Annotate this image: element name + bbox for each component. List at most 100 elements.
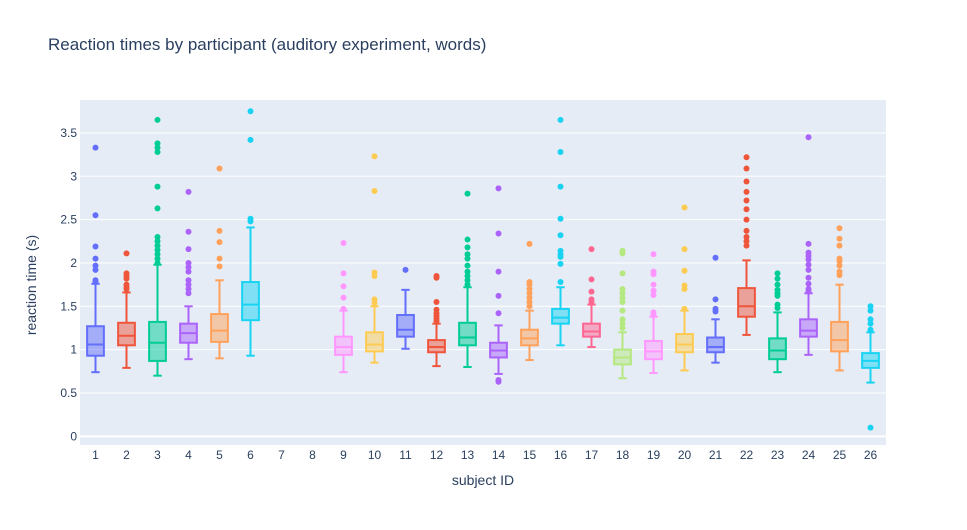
box-iqr [86,325,105,357]
x-tick-label: 26 [864,448,878,462]
x-tick-label: 16 [554,448,568,462]
outlier-point [154,246,161,253]
outlier-point [743,227,750,234]
x-tick-label: 23 [771,448,785,462]
outlier-point [681,282,688,289]
outlier-point [836,225,843,232]
outlier-point [619,290,626,297]
box-subject-18 [613,247,632,380]
outlier-point [92,243,99,250]
outlier-point [154,116,161,123]
box-subject-13 [458,190,477,368]
outlier-point [433,272,440,279]
outlier-point [743,188,750,195]
y-axis-ticks: 0 0.5 1 1.5 2 2.5 3 3.5 [60,126,77,443]
box-iqr [365,331,384,353]
outlier-point [154,149,161,156]
outlier-point [805,274,812,281]
outlier-point [588,246,595,253]
outlier-point [774,270,781,277]
outlier-point [526,290,533,297]
x-tick-label: 9 [340,448,347,462]
outlier-point [619,285,626,292]
outlier-point [154,205,161,212]
box-iqr [334,335,353,356]
outlier-point [433,306,440,313]
outlier-point [464,272,471,279]
outlier-point [526,279,533,286]
outlier-point [619,324,626,331]
outlier-point [619,320,626,327]
outlier-point [712,254,719,261]
outlier-point [681,267,688,274]
x-tick-label: 7 [278,448,285,462]
x-tick-label: 15 [523,448,537,462]
outlier-point [123,281,130,288]
x-tick-label: 2 [123,448,130,462]
box-subject-20 [675,204,694,372]
outlier-point [185,228,192,235]
outlier-point [805,266,812,273]
outlier-point [805,280,812,287]
x-tick-label: 18 [616,448,630,462]
outlier-point [216,239,223,246]
box-subject-12 [427,272,446,368]
outlier-point [650,281,657,288]
outlier-point [340,270,347,277]
outlier-point [650,292,657,299]
y-tick-label: 2 [70,256,77,270]
y-tick-label: 2.5 [60,213,77,227]
y-tick-label: 3 [70,169,77,183]
outlier-point [154,242,161,249]
box-subject-22 [737,154,756,336]
outlier-point [557,279,564,286]
box-subject-9 [334,240,353,374]
outlier-point [650,309,657,316]
outlier-point [464,262,471,269]
x-tick-label: 5 [216,448,223,462]
outlier-point [774,281,781,288]
box-subject-21 [706,254,725,364]
outlier-point [154,255,161,262]
outlier-point [836,242,843,249]
box-subject-6 [241,108,260,357]
outlier-point [495,230,502,237]
box-iqr [210,313,229,343]
x-tick-label: 14 [492,448,506,462]
outlier-point [743,216,750,223]
outlier-point [216,255,223,262]
outlier-point [681,246,688,253]
outlier-point [92,262,99,269]
outlier-point [154,233,161,240]
y-tick-label: 1.5 [60,299,77,313]
outlier-point [619,247,626,254]
box-subject-3 [148,116,167,377]
outlier-point [836,255,843,262]
outlier-point [526,303,533,310]
outlier-point [526,240,533,247]
x-tick-label: 8 [309,448,316,462]
outlier-point [340,305,347,312]
outlier-point [247,108,254,115]
plot-area [80,100,886,445]
x-tick-label: 13 [461,448,475,462]
x-tick-label: 1 [92,448,99,462]
outlier-point [464,190,471,197]
outlier-point [743,238,750,245]
x-tick-label: 20 [678,448,692,462]
outlier-point [712,305,719,312]
outlier-point [185,290,192,297]
outlier-point [836,268,843,275]
outlier-point [371,188,378,195]
outlier-point [464,281,471,288]
box-iqr [644,339,663,361]
outlier-point [805,261,812,268]
outlier-point [619,298,626,305]
gridlines [80,132,886,438]
box-iqr [799,318,818,338]
outlier-point [185,285,192,292]
outlier-point [185,246,192,253]
outlier-point [774,275,781,282]
